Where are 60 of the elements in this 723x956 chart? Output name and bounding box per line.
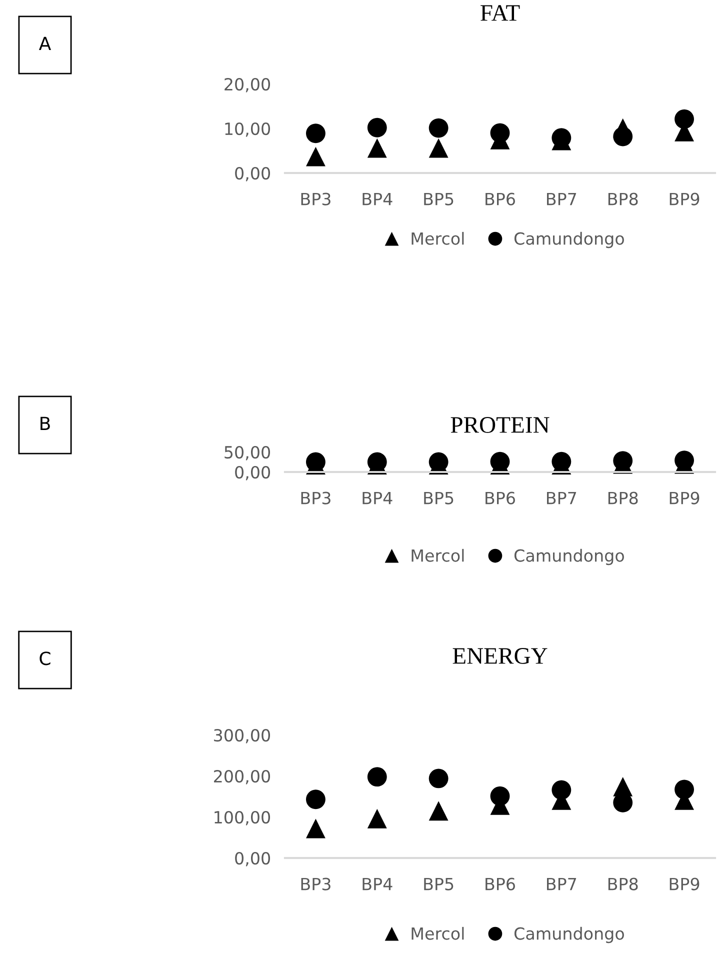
x-tick-label: BP5 <box>424 492 454 504</box>
x-tick-label: BP6 <box>486 878 515 890</box>
point <box>428 768 448 788</box>
point <box>674 109 694 129</box>
point <box>674 780 694 800</box>
point <box>306 124 326 144</box>
point <box>428 118 448 138</box>
point <box>552 780 572 800</box>
text: C <box>40 652 50 666</box>
point <box>367 118 387 138</box>
point <box>490 786 510 806</box>
legend-label: Mercol <box>412 926 464 940</box>
point <box>306 146 326 166</box>
x-tick-label: BP8 <box>608 878 638 890</box>
chart-title: ENERGY <box>452 648 548 664</box>
y-tick-label: 100,00 <box>214 810 270 826</box>
x-tick-label: BP7 <box>547 878 576 890</box>
point <box>306 818 326 838</box>
point <box>367 808 387 828</box>
point <box>306 790 326 810</box>
chart-title: FAT <box>480 5 520 21</box>
legend-label: Mercol <box>412 548 464 562</box>
x-tick-label: BP8 <box>608 492 638 504</box>
y-tick-label: 10,00 <box>225 122 270 137</box>
x-tick-label: BP3 <box>301 492 330 504</box>
x-tick-label: BP5 <box>424 878 454 890</box>
x-tick-label: BP6 <box>486 492 515 504</box>
x-tick-label: BP4 <box>362 492 392 504</box>
y-tick-label: 0,00 <box>235 852 270 866</box>
x-tick-label: BP8 <box>608 192 638 206</box>
point <box>367 767 387 787</box>
x-tick-label: BP9 <box>670 878 700 890</box>
text: A <box>38 36 52 50</box>
x-tick-label: BP6 <box>486 192 515 206</box>
y-tick-label: 0,00 <box>235 166 270 182</box>
point <box>613 126 633 146</box>
y-tick-label: 20,00 <box>224 78 270 92</box>
point <box>428 801 448 821</box>
y-tick-label: 200,00 <box>214 770 270 784</box>
point <box>428 138 448 158</box>
x-tick-label: BP7 <box>547 492 576 504</box>
point <box>490 123 510 143</box>
y-tick-label: 50,00 <box>224 446 270 460</box>
x-tick-label: BP3 <box>301 192 330 206</box>
x-tick-label: BP3 <box>301 878 330 890</box>
legend-label: Camundongo <box>514 232 624 248</box>
point <box>367 138 387 158</box>
x-tick-label: BP9 <box>670 492 700 504</box>
x-tick-label: BP4 <box>362 878 392 890</box>
x-tick-label: BP7 <box>547 192 576 206</box>
x-tick-label: BP4 <box>362 192 392 206</box>
x-tick-label: BP9 <box>670 192 700 206</box>
y-tick-label: 0,00 <box>235 466 270 480</box>
y-tick-label: 300,00 <box>214 728 270 744</box>
legend-label: Mercol <box>412 232 464 245</box>
legend-label: Camundongo <box>514 548 624 566</box>
text: B <box>40 416 50 430</box>
chart-title: PROTEIN <box>450 417 550 433</box>
legend-label: Camundongo <box>514 926 624 944</box>
x-tick-label: BP5 <box>424 192 454 206</box>
